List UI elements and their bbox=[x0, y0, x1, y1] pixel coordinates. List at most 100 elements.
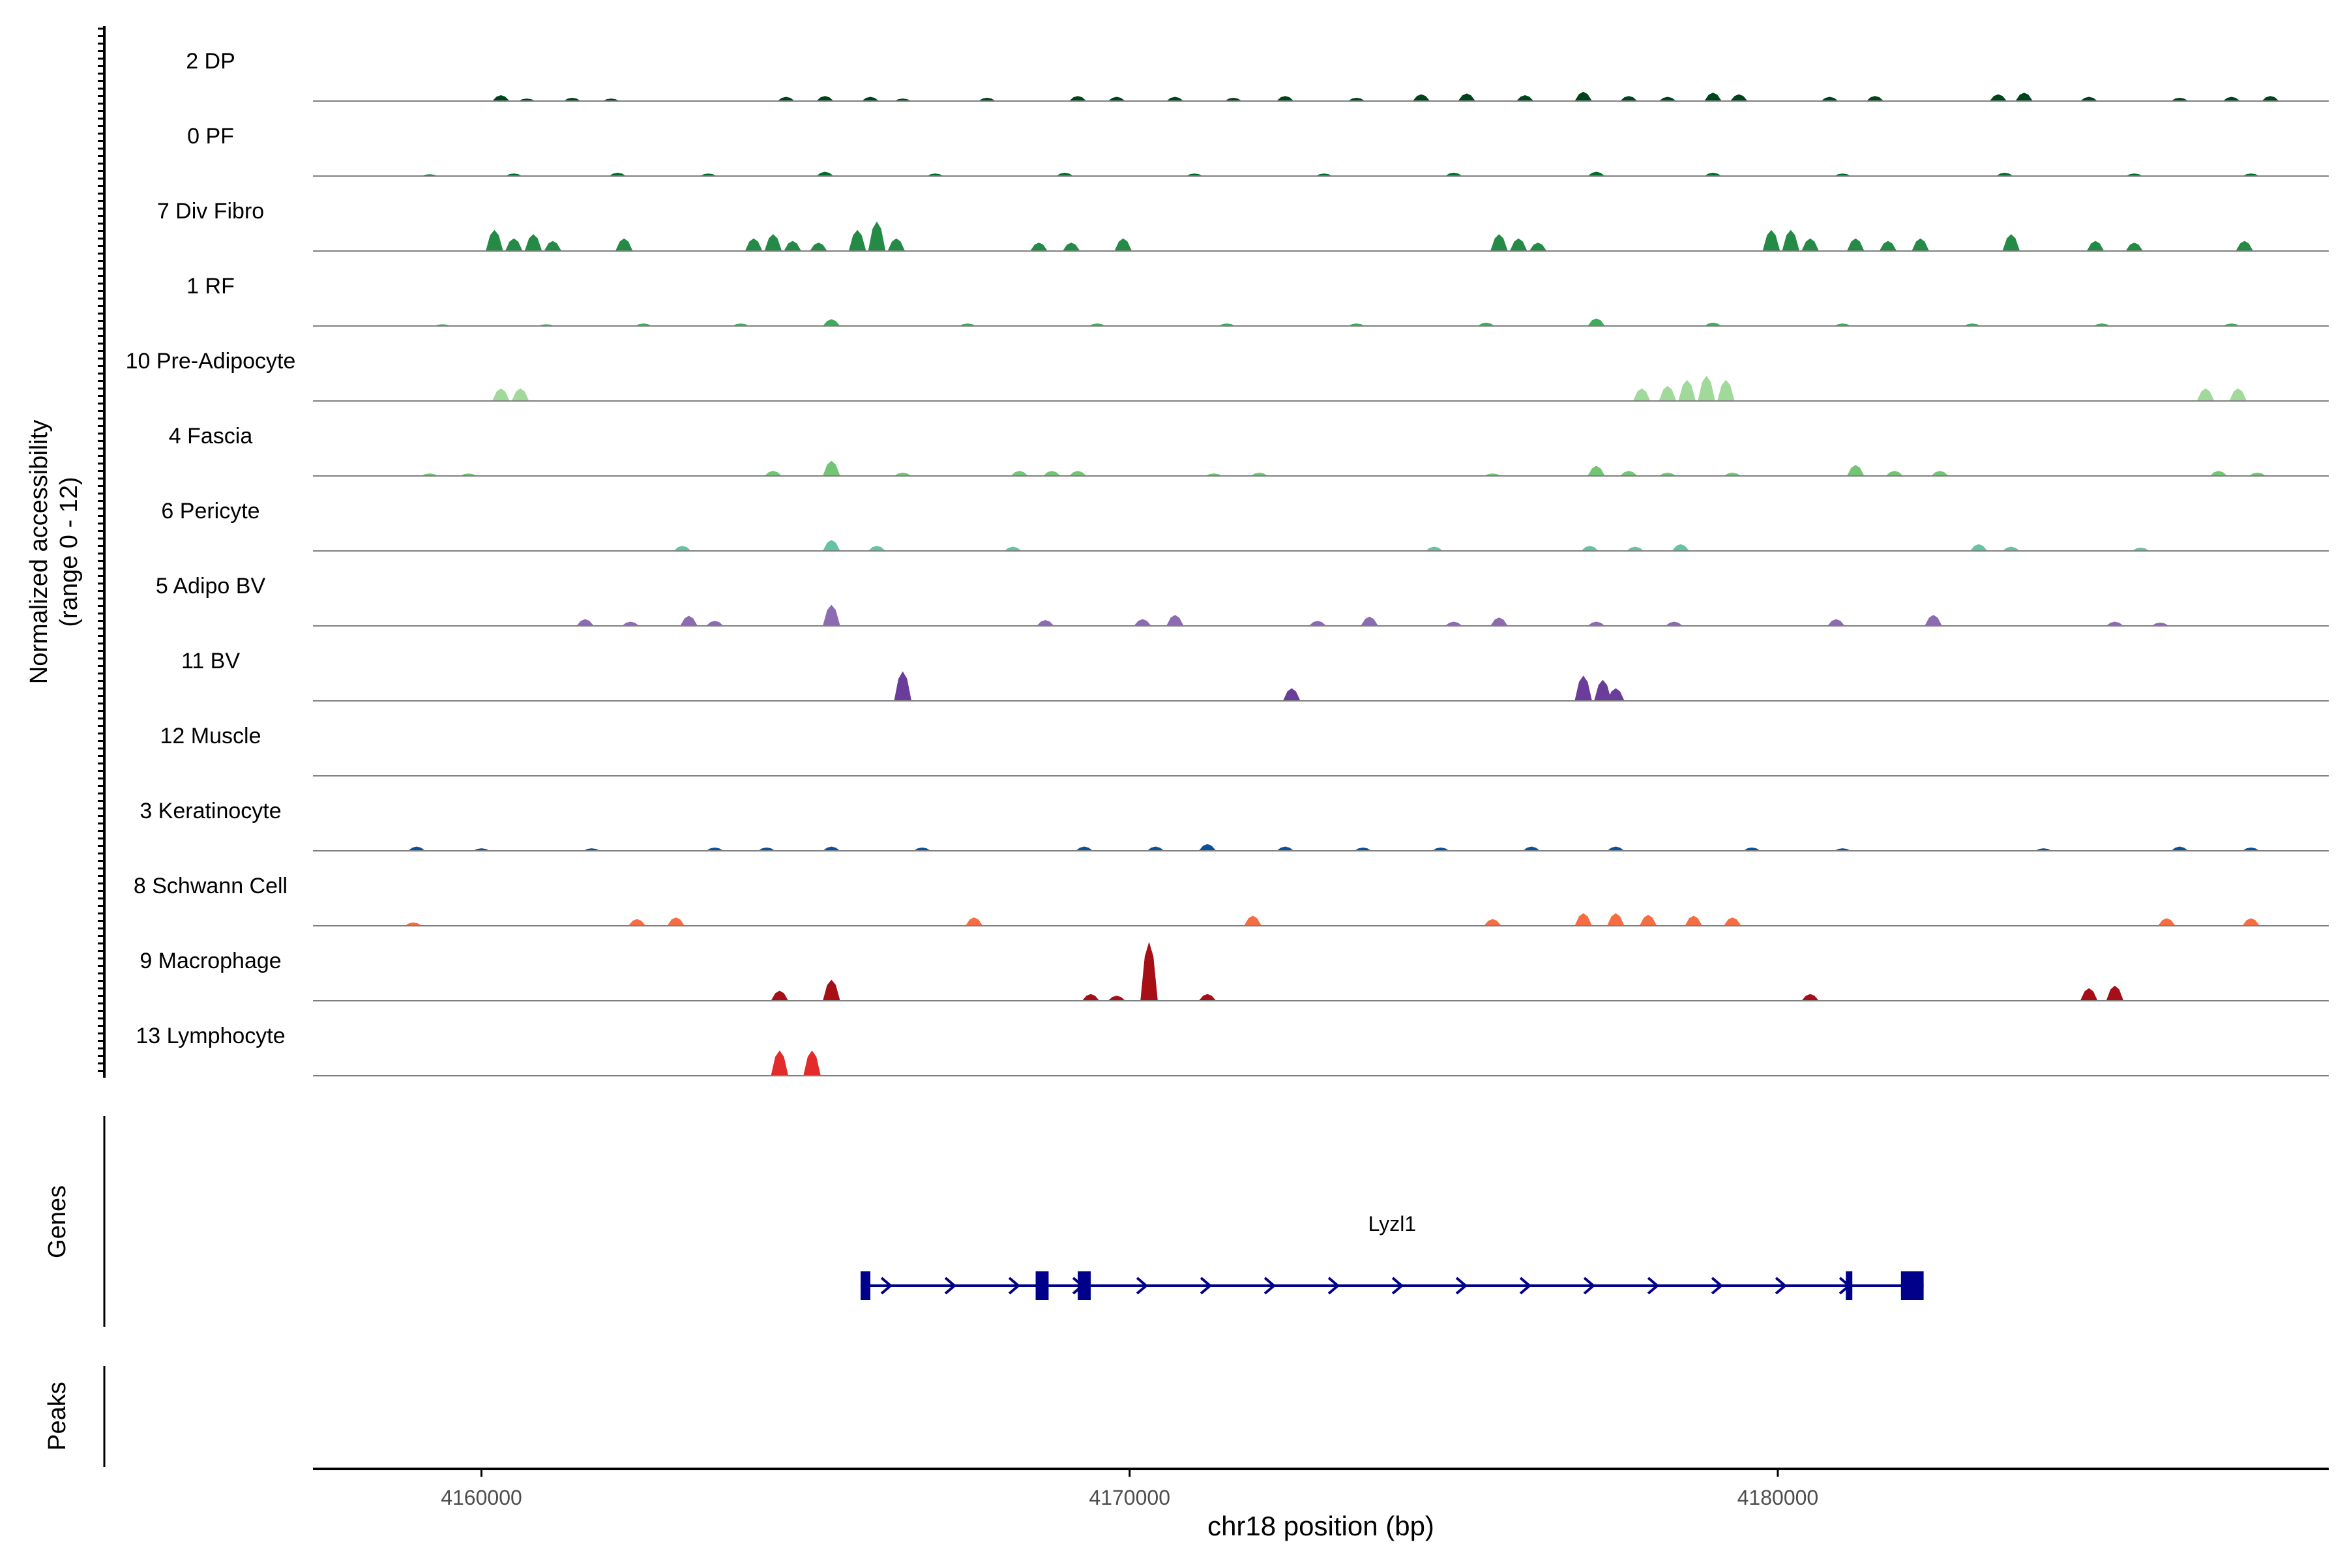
peak bbox=[1581, 546, 1599, 551]
peak bbox=[1244, 915, 1262, 926]
peak bbox=[784, 241, 802, 251]
peak bbox=[1490, 234, 1508, 251]
peak bbox=[1075, 846, 1093, 851]
peak bbox=[1607, 688, 1625, 701]
strand-arrow-icon bbox=[1263, 1277, 1277, 1295]
track-label: 6 Pericyte bbox=[161, 499, 259, 524]
peak bbox=[544, 241, 562, 251]
peak bbox=[1846, 238, 1865, 251]
peak bbox=[576, 619, 594, 626]
peak bbox=[2196, 388, 2215, 401]
peak bbox=[2209, 471, 2228, 476]
peak bbox=[1685, 915, 1703, 926]
genes-panel: Genes Lyzl1 bbox=[44, 1116, 1924, 1327]
strand-arrow-icon bbox=[1136, 1277, 1149, 1295]
track-7-div-fibro: 7 Div Fibro bbox=[157, 199, 2329, 252]
peak bbox=[816, 171, 834, 176]
peak bbox=[1490, 617, 1508, 626]
track-5-adipo-bv: 5 Adipo BV bbox=[156, 574, 2329, 627]
peak bbox=[1484, 919, 1501, 926]
gene-exon bbox=[1035, 1271, 1049, 1300]
track-8-schwann-cell: 8 Schwann Cell bbox=[134, 874, 2329, 926]
peak bbox=[1762, 229, 1780, 251]
peak bbox=[492, 388, 510, 401]
peak bbox=[1062, 243, 1080, 251]
peak bbox=[2242, 847, 2260, 851]
peak bbox=[1108, 996, 1126, 1001]
peak bbox=[2125, 243, 2144, 251]
peak bbox=[1704, 172, 1722, 176]
gene-exon bbox=[1900, 1271, 1924, 1300]
peak bbox=[2002, 234, 2020, 251]
peak bbox=[1509, 238, 1528, 251]
track-label: 0 PF bbox=[187, 124, 234, 149]
x-axis-title: chr18 position (bp) bbox=[1207, 1511, 1434, 1541]
peak bbox=[511, 388, 529, 401]
peak bbox=[764, 234, 782, 251]
peak bbox=[868, 221, 886, 251]
peak bbox=[492, 95, 510, 101]
peak bbox=[1140, 941, 1158, 1001]
peak bbox=[1445, 621, 1463, 626]
x-tick-label: 4180000 bbox=[1737, 1486, 1819, 1509]
peak bbox=[1516, 95, 1534, 101]
track-12-muscle: 12 Muscle bbox=[160, 724, 2329, 777]
peak bbox=[1659, 96, 1677, 101]
track-6-pericyte: 6 Pericyte bbox=[161, 499, 2329, 552]
peak bbox=[965, 917, 983, 926]
peak bbox=[1866, 96, 1884, 101]
peak bbox=[810, 243, 827, 251]
peak bbox=[1879, 241, 1897, 251]
peak bbox=[608, 172, 627, 176]
track-11-bv: 11 BV bbox=[181, 649, 2329, 702]
peak bbox=[621, 621, 640, 626]
peak bbox=[1846, 465, 1865, 476]
strand-arrow-icon bbox=[1647, 1277, 1660, 1295]
track-4-fascia: 4 Fascia bbox=[169, 424, 2329, 477]
peak bbox=[1704, 322, 1722, 326]
peak bbox=[1522, 846, 1541, 851]
peak bbox=[1619, 96, 1638, 101]
peak bbox=[823, 604, 840, 626]
x-tick-label: 4160000 bbox=[441, 1486, 522, 1509]
peak bbox=[706, 621, 724, 626]
peak bbox=[848, 229, 866, 251]
peak bbox=[1743, 847, 1761, 851]
peak bbox=[1477, 322, 1495, 326]
peak bbox=[2262, 96, 2279, 101]
track-0-pf: 0 PF bbox=[187, 124, 2329, 177]
peak bbox=[1166, 96, 1184, 101]
peak bbox=[673, 546, 692, 551]
track-1-rf: 1 RF bbox=[186, 274, 2329, 327]
gene-name-label: Lyzl1 bbox=[1368, 1212, 1417, 1235]
gene-exon bbox=[861, 1271, 871, 1300]
peak bbox=[2229, 388, 2247, 401]
peak bbox=[1912, 238, 1929, 251]
peak bbox=[1250, 472, 1268, 476]
peak bbox=[1282, 688, 1301, 701]
peak bbox=[1827, 619, 1845, 626]
peak bbox=[1665, 621, 1683, 626]
peak bbox=[1069, 471, 1087, 476]
peak bbox=[1607, 913, 1625, 926]
peak bbox=[894, 671, 912, 701]
peak bbox=[1587, 621, 1605, 626]
peak bbox=[2132, 547, 2150, 551]
peak bbox=[2015, 93, 2033, 101]
peak bbox=[823, 979, 840, 1001]
peak bbox=[563, 97, 582, 101]
peak bbox=[404, 922, 422, 926]
peak bbox=[1354, 847, 1372, 851]
track-label: 8 Schwann Cell bbox=[134, 874, 288, 898]
genes-panel-label: Genes bbox=[44, 1185, 71, 1258]
peak bbox=[2222, 96, 2241, 101]
peak bbox=[1587, 466, 1605, 476]
peak bbox=[777, 96, 795, 101]
x-tick-label: 4170000 bbox=[1089, 1486, 1170, 1509]
track-9-macrophage: 9 Macrophage bbox=[140, 941, 2329, 1001]
peak bbox=[1147, 846, 1164, 851]
track-label: 3 Keratinocyte bbox=[140, 799, 281, 823]
strand-arrow-icon bbox=[1391, 1277, 1404, 1295]
y-axis-title-line2: (range 0 - 12) bbox=[55, 477, 83, 627]
peak bbox=[1458, 93, 1476, 101]
